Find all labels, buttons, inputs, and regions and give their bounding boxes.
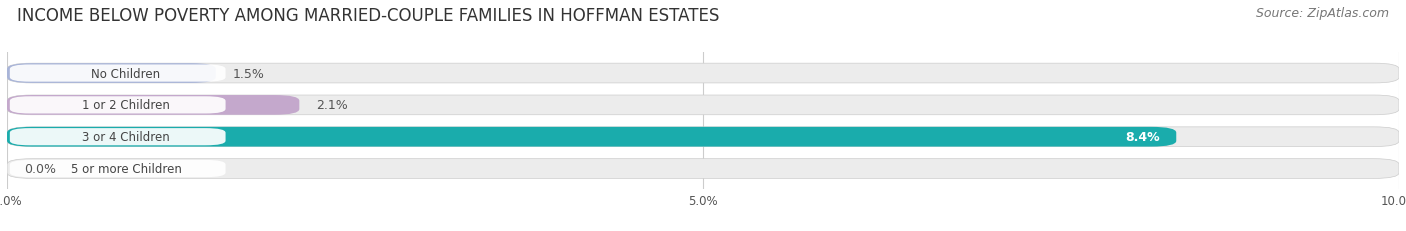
- FancyBboxPatch shape: [10, 160, 225, 177]
- FancyBboxPatch shape: [10, 65, 225, 82]
- FancyBboxPatch shape: [10, 129, 225, 146]
- FancyBboxPatch shape: [7, 96, 299, 115]
- FancyBboxPatch shape: [7, 64, 217, 84]
- FancyBboxPatch shape: [7, 127, 1177, 147]
- Text: 3 or 4 Children: 3 or 4 Children: [82, 131, 170, 144]
- Text: INCOME BELOW POVERTY AMONG MARRIED-COUPLE FAMILIES IN HOFFMAN ESTATES: INCOME BELOW POVERTY AMONG MARRIED-COUPL…: [17, 7, 720, 25]
- Text: 5 or more Children: 5 or more Children: [70, 162, 181, 175]
- FancyBboxPatch shape: [10, 97, 225, 114]
- Text: Source: ZipAtlas.com: Source: ZipAtlas.com: [1256, 7, 1389, 20]
- FancyBboxPatch shape: [7, 96, 1399, 115]
- FancyBboxPatch shape: [7, 127, 1399, 147]
- Text: 1.5%: 1.5%: [232, 67, 264, 80]
- FancyBboxPatch shape: [7, 64, 1399, 84]
- Text: 1 or 2 Children: 1 or 2 Children: [82, 99, 170, 112]
- Text: No Children: No Children: [91, 67, 160, 80]
- Text: 8.4%: 8.4%: [1125, 131, 1160, 144]
- Text: 2.1%: 2.1%: [316, 99, 347, 112]
- FancyBboxPatch shape: [7, 159, 1399, 179]
- Text: 0.0%: 0.0%: [24, 162, 56, 175]
